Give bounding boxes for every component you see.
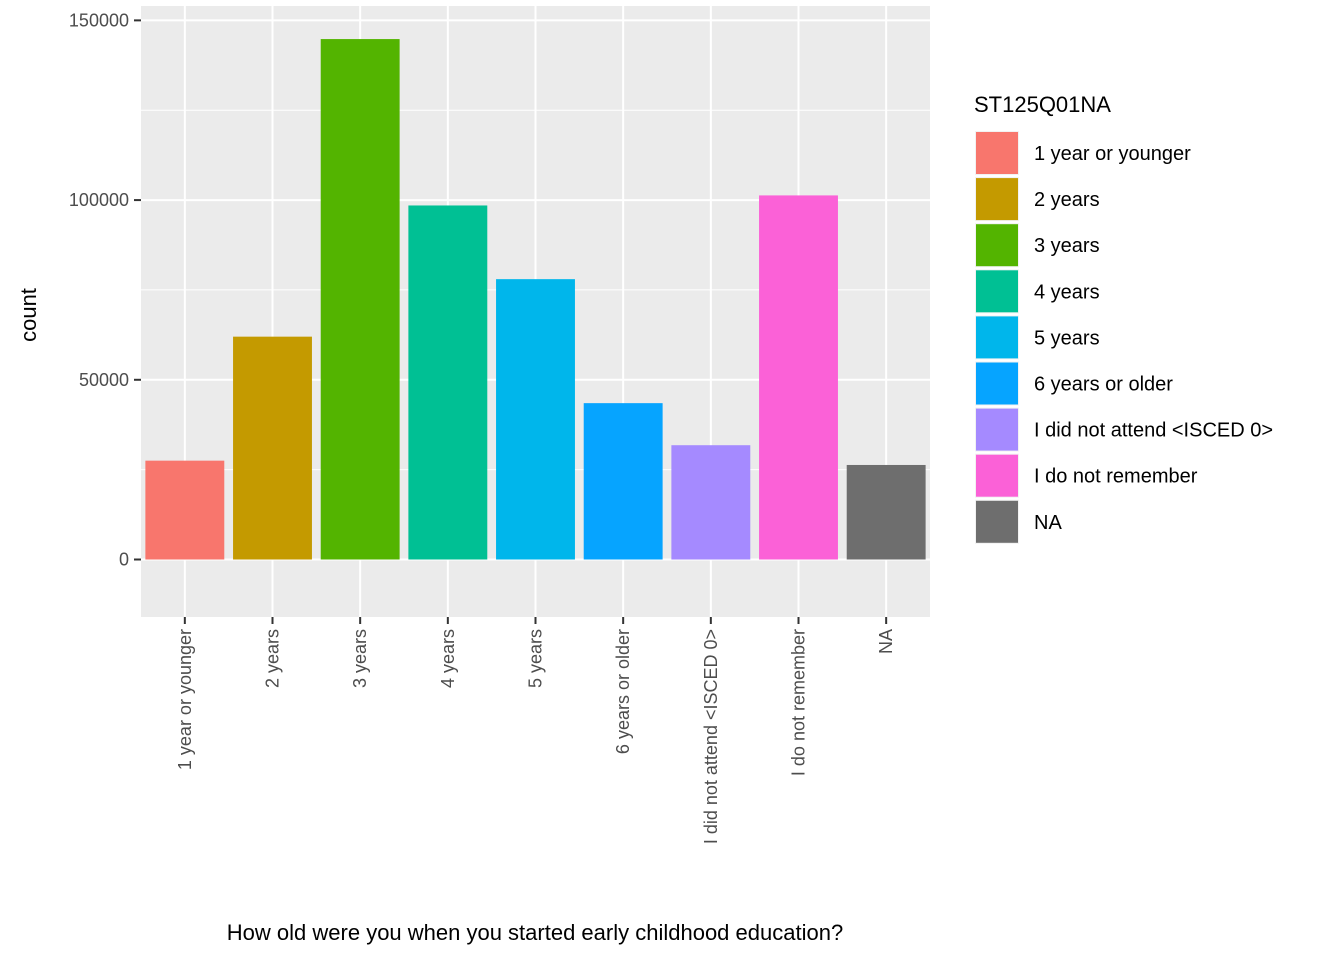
bar xyxy=(145,460,225,560)
legend-label: I do not remember xyxy=(1034,466,1198,488)
legend-swatch xyxy=(976,224,1018,267)
x-tick-label: 4 years xyxy=(438,629,458,688)
bar xyxy=(583,403,663,560)
bar xyxy=(320,39,400,560)
x-tick-label: I do not remember xyxy=(789,629,809,776)
x-tick-label: 1 year or younger xyxy=(175,629,195,770)
legend-swatch xyxy=(976,408,1018,451)
bar xyxy=(846,464,926,560)
legend: ST125Q01NA 1 year or younger 2 years 3 yea… xyxy=(974,92,1273,544)
legend-swatch xyxy=(976,362,1018,405)
bar xyxy=(759,195,838,560)
bars xyxy=(145,39,926,560)
legend-label: 4 years xyxy=(1034,281,1100,303)
legend-title: ST125Q01NA xyxy=(974,92,1111,117)
legend-swatch xyxy=(976,500,1018,543)
bar xyxy=(496,279,575,560)
legend-label: 6 years or older xyxy=(1034,374,1173,396)
legend-swatch xyxy=(976,270,1018,313)
y-tick-label: 150000 xyxy=(69,10,129,30)
legend-swatch xyxy=(976,132,1018,174)
legend-label: I did not attend <ISCED 0> xyxy=(1034,420,1273,442)
y-tick-label: 100000 xyxy=(69,190,129,210)
x-tick-label: 6 years or older xyxy=(613,629,633,754)
x-tick-label: I did not attend <ISCED 0> xyxy=(701,629,721,844)
legend-label: 1 year or younger xyxy=(1034,143,1191,165)
legend-label: NA xyxy=(1034,512,1062,534)
y-tick-label: 50000 xyxy=(79,370,129,390)
x-axis-title: How old were you when you started early … xyxy=(227,920,843,945)
y-tick-label: 0 xyxy=(119,549,129,569)
legend-swatch xyxy=(976,316,1018,359)
legend-label: 2 years xyxy=(1034,189,1100,211)
x-tick-label: 3 years xyxy=(350,629,370,688)
x-tick-label: 2 years xyxy=(263,629,283,688)
y-axis-title: count xyxy=(16,288,41,342)
x-tick-label: 5 years xyxy=(526,629,546,688)
x-tick-label: NA xyxy=(876,629,896,654)
y-axis: 0 50000 100000 150000 xyxy=(69,10,141,569)
bar xyxy=(233,336,312,560)
legend-label: 3 years xyxy=(1034,235,1100,257)
x-axis: 1 year or younger 2 years 3 years 4 years 5 … xyxy=(175,617,896,844)
bar xyxy=(671,445,751,560)
bar xyxy=(408,205,488,560)
legend-swatch xyxy=(976,178,1018,221)
legend-swatch xyxy=(976,454,1018,497)
legend-label: 5 years xyxy=(1034,327,1100,349)
